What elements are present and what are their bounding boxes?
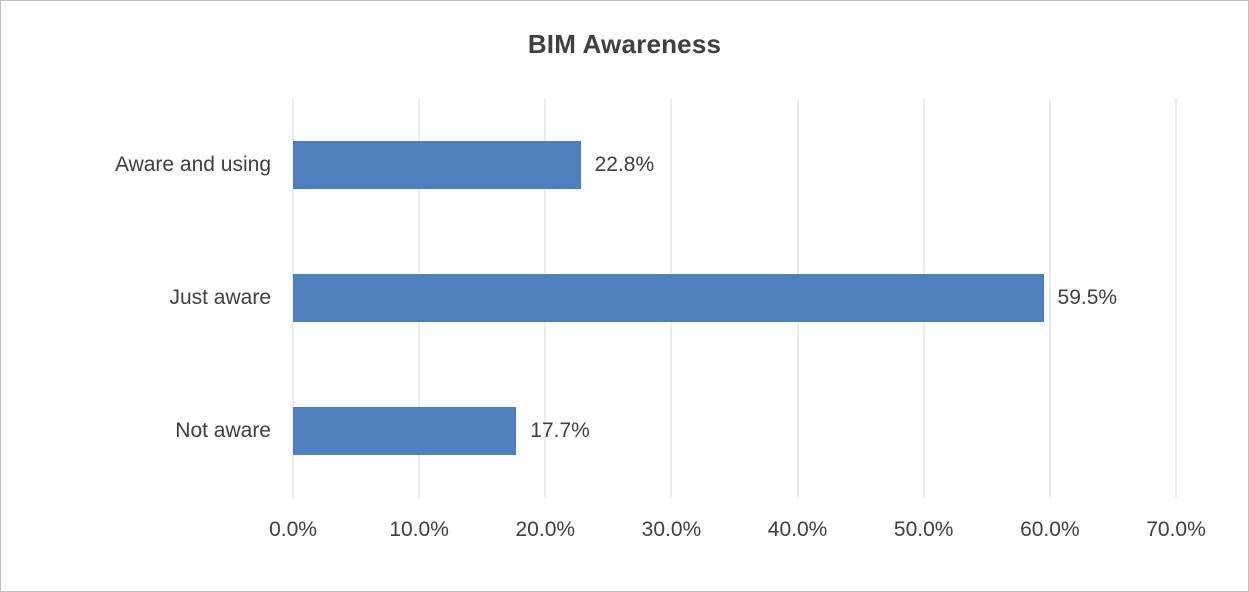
x-tick-label: 40.0%: [767, 518, 828, 541]
category-label: Not aware: [175, 419, 271, 443]
x-tick-label: 10.0%: [389, 518, 449, 541]
x-tick-label: 30.0%: [641, 518, 702, 541]
bar-row: 17.7%: [293, 365, 1176, 498]
x-tick-label: 20.0%: [515, 518, 576, 541]
data-label: 17.7%: [530, 419, 590, 443]
category-label: Just aware: [169, 285, 271, 309]
x-tick-label: 0.0%: [269, 518, 317, 541]
bar: [293, 273, 1044, 322]
x-tick-label: 60.0%: [1020, 518, 1080, 541]
bar: [293, 407, 517, 456]
gridline: [1175, 98, 1177, 498]
data-label: 59.5%: [1057, 285, 1118, 309]
chart-title: BIM Awareness: [527, 29, 722, 59]
plot-area: 22.8% 59.5% 17.7%: [292, 98, 1177, 498]
data-label: 22.8%: [594, 152, 655, 176]
bar-row: 59.5%: [293, 231, 1176, 364]
x-tick-label: 50.0%: [893, 518, 954, 541]
bar: [293, 140, 581, 189]
bar-rows: 22.8% 59.5% 17.7%: [293, 98, 1176, 498]
category-label: Aware and using: [114, 152, 271, 176]
x-axis: 0.0% 10.0% 20.0% 30.0% 40.0% 50.0% 60.0% 70.0%: [269, 510, 1206, 552]
bar-row: 22.8%: [293, 98, 1176, 231]
x-tick-label: 70.0%: [1146, 518, 1206, 541]
chart-body: Aware and using Just aware Not aware 22.8%…: [1, 98, 1248, 498]
gridline: [1049, 98, 1051, 498]
category-axis: Aware and using Just aware Not aware: [1, 98, 293, 498]
